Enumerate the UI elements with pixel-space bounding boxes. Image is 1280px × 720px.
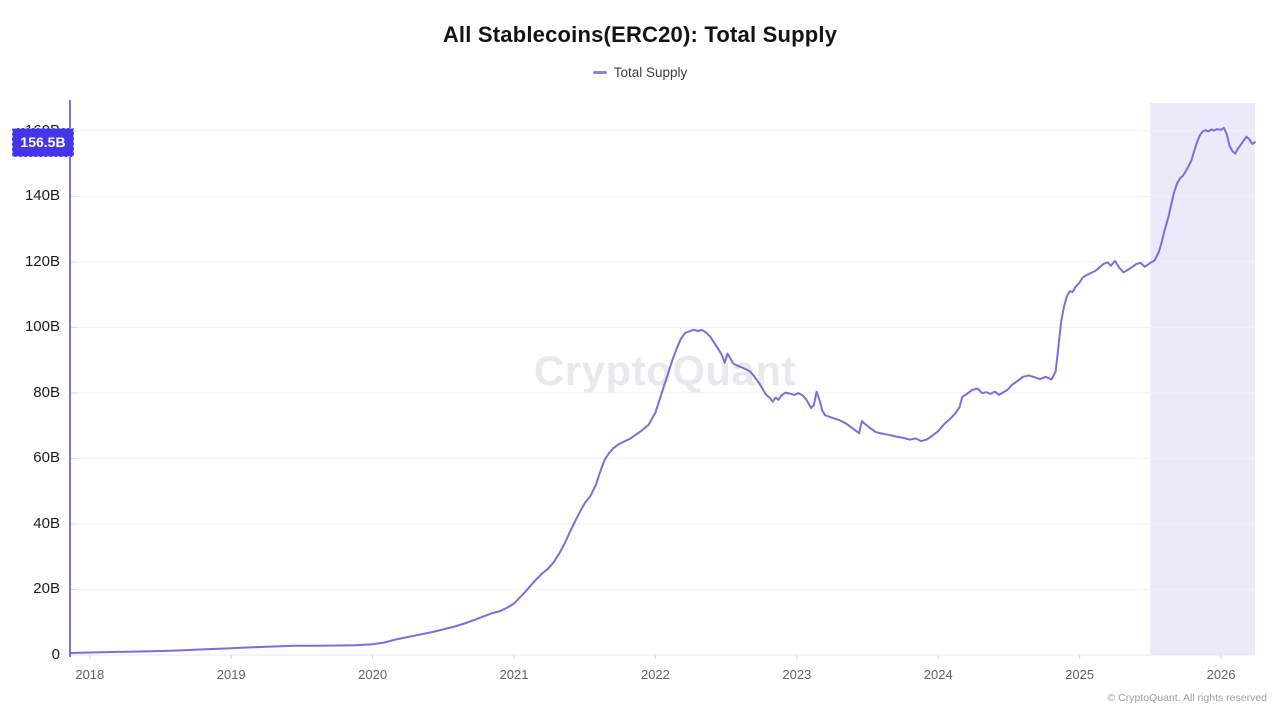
x-axis-label: 2026 <box>1206 667 1236 682</box>
y-axis-label: 120B <box>24 252 60 270</box>
x-axis-label: 2018 <box>75 667 105 682</box>
y-axis-label: 0 <box>51 646 60 663</box>
x-axis-label: 2021 <box>499 667 529 682</box>
y-axis-label: 40B <box>33 514 60 532</box>
legend-line-icon <box>592 70 607 74</box>
y-axis-label: 80B <box>33 383 60 401</box>
highlight-region <box>1150 103 1255 655</box>
x-axis-label: 2025 <box>1065 667 1095 682</box>
legend: Total Supply <box>0 63 1280 81</box>
x-axis-label: 2020 <box>358 667 388 682</box>
page-title: All Stablecoins(ERC20): Total Supply <box>442 22 838 47</box>
y-axis-label: 140B <box>24 187 60 205</box>
current-value-badge: 156.5B <box>12 128 74 158</box>
total-supply-line <box>69 126 1256 654</box>
y-axis-label: 60B <box>33 449 60 467</box>
x-axis-label: 2022 <box>640 667 670 682</box>
y-axis-label: 100B <box>24 318 60 336</box>
x-axis-label: 2024 <box>923 667 953 682</box>
y-axis-label: 20B <box>33 580 60 598</box>
copyright: © CryptoQuant. All rights reserved <box>1107 692 1267 704</box>
x-axis-label: 2023 <box>782 667 812 682</box>
legend-label: Total Supply <box>613 64 688 80</box>
x-axis-label: 2019 <box>216 667 246 682</box>
